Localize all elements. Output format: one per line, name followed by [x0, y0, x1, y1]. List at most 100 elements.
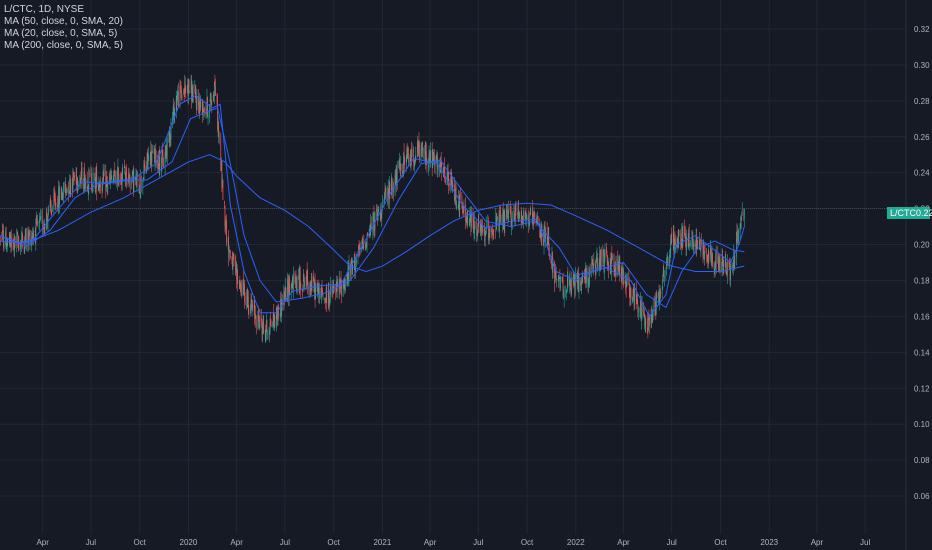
candle-body	[92, 173, 94, 185]
candle-body	[703, 244, 705, 257]
candle-body	[28, 233, 30, 237]
candle-body	[507, 210, 508, 214]
candle-body	[396, 169, 398, 185]
candle-body	[254, 303, 256, 319]
candle-body	[61, 192, 63, 199]
candle-body	[128, 172, 129, 182]
candle-body	[287, 279, 288, 303]
candle-body	[138, 175, 140, 193]
candle-body	[288, 279, 290, 298]
candle-body	[240, 287, 241, 289]
candle-body	[63, 182, 64, 198]
candle-body	[303, 273, 304, 283]
candle-body	[426, 159, 428, 165]
candle-body	[70, 182, 72, 192]
candle-body	[424, 148, 426, 155]
candle-body	[72, 182, 73, 190]
candle-body	[341, 280, 342, 296]
candle-body	[252, 304, 253, 308]
candle-body	[178, 90, 179, 105]
candle-body	[578, 273, 579, 290]
candle-body	[632, 288, 634, 300]
candle-body	[54, 192, 55, 199]
candle-body	[46, 214, 47, 230]
candle-body	[210, 100, 212, 105]
candle-body	[231, 257, 233, 261]
candle-body	[298, 275, 300, 279]
candle-body	[351, 257, 352, 266]
x-axis[interactable]: Apr Jul Oct 2020 Apr Jul Oct 2021 Apr Jul Oct 2022 A…	[36, 538, 870, 547]
candle-body	[18, 241, 20, 250]
candle-body	[622, 269, 624, 271]
candle-body	[321, 286, 322, 298]
candle-body	[155, 148, 156, 151]
candle-body	[695, 243, 696, 247]
candle-body	[625, 286, 627, 289]
candle-body	[713, 263, 715, 270]
legend-ma-200[interactable]: MA (200, close, 0, SMA, 5)	[4, 40, 123, 51]
candle-body	[355, 261, 357, 266]
candle-body	[555, 275, 557, 279]
legend-symbol[interactable]: L/CTC, 1D, NYSE	[4, 4, 85, 15]
legend-ma-50[interactable]: MA (50, close, 0, SMA, 20)	[4, 16, 123, 27]
candle-body	[374, 212, 376, 230]
candle-body	[61, 193, 63, 199]
candle-body	[680, 232, 682, 246]
candle-body	[678, 230, 680, 232]
candle-body	[51, 210, 53, 214]
candle-body	[320, 288, 322, 298]
candle-body	[57, 207, 59, 209]
candle-body	[377, 207, 379, 221]
candle-body	[665, 270, 667, 275]
candle-body	[407, 148, 409, 163]
candle-body	[329, 295, 331, 304]
candle-body	[77, 178, 79, 187]
candle-body	[413, 164, 415, 166]
ma-line[interactable]	[0, 107, 745, 309]
candle-body	[610, 255, 612, 273]
candle-body	[250, 299, 252, 307]
candle-body	[405, 156, 407, 167]
candle-body	[687, 237, 689, 247]
candle-body	[607, 259, 608, 266]
candle-body	[287, 280, 289, 284]
candle-body	[588, 283, 589, 285]
candle-body	[603, 250, 604, 253]
candle-body	[701, 239, 702, 244]
candle-body	[94, 173, 95, 176]
candle-body	[574, 275, 576, 295]
legend-ma-20[interactable]: MA (20, close, 0, SMA, 5)	[4, 28, 118, 39]
candle-body	[366, 234, 368, 248]
y-axis[interactable]: 0.06 0.08 0.10 0.12 0.14 0.16 0.18 0.20 0.22 0.24…	[914, 25, 930, 501]
candle-body	[35, 221, 37, 243]
candle-body	[110, 174, 112, 179]
candle-body	[586, 268, 587, 284]
candle-body	[684, 233, 686, 236]
candle-body	[389, 183, 391, 197]
candle-body	[570, 279, 571, 291]
candle-body	[128, 173, 130, 175]
candle-body	[255, 314, 257, 323]
candle-body	[207, 97, 208, 117]
candle-body	[123, 167, 125, 169]
ma-line[interactable]	[0, 154, 745, 273]
candle-body	[707, 258, 709, 261]
candle-body	[738, 230, 739, 242]
candle-body	[81, 167, 83, 187]
candle-body	[16, 235, 18, 244]
candle-body	[435, 159, 437, 167]
candle-body	[741, 214, 743, 221]
candle-body	[75, 175, 77, 176]
x-tick-label: Apr	[617, 538, 630, 547]
ma-line[interactable]	[0, 94, 745, 318]
candle-body	[295, 278, 297, 281]
candle-body	[518, 212, 520, 222]
candle-body	[658, 291, 660, 302]
candle-body	[506, 208, 508, 211]
candle-body	[335, 292, 337, 294]
candle-body	[328, 290, 330, 301]
x-tick-label: Apr	[230, 538, 243, 547]
candle-body	[220, 163, 222, 169]
candle-body	[497, 216, 498, 220]
